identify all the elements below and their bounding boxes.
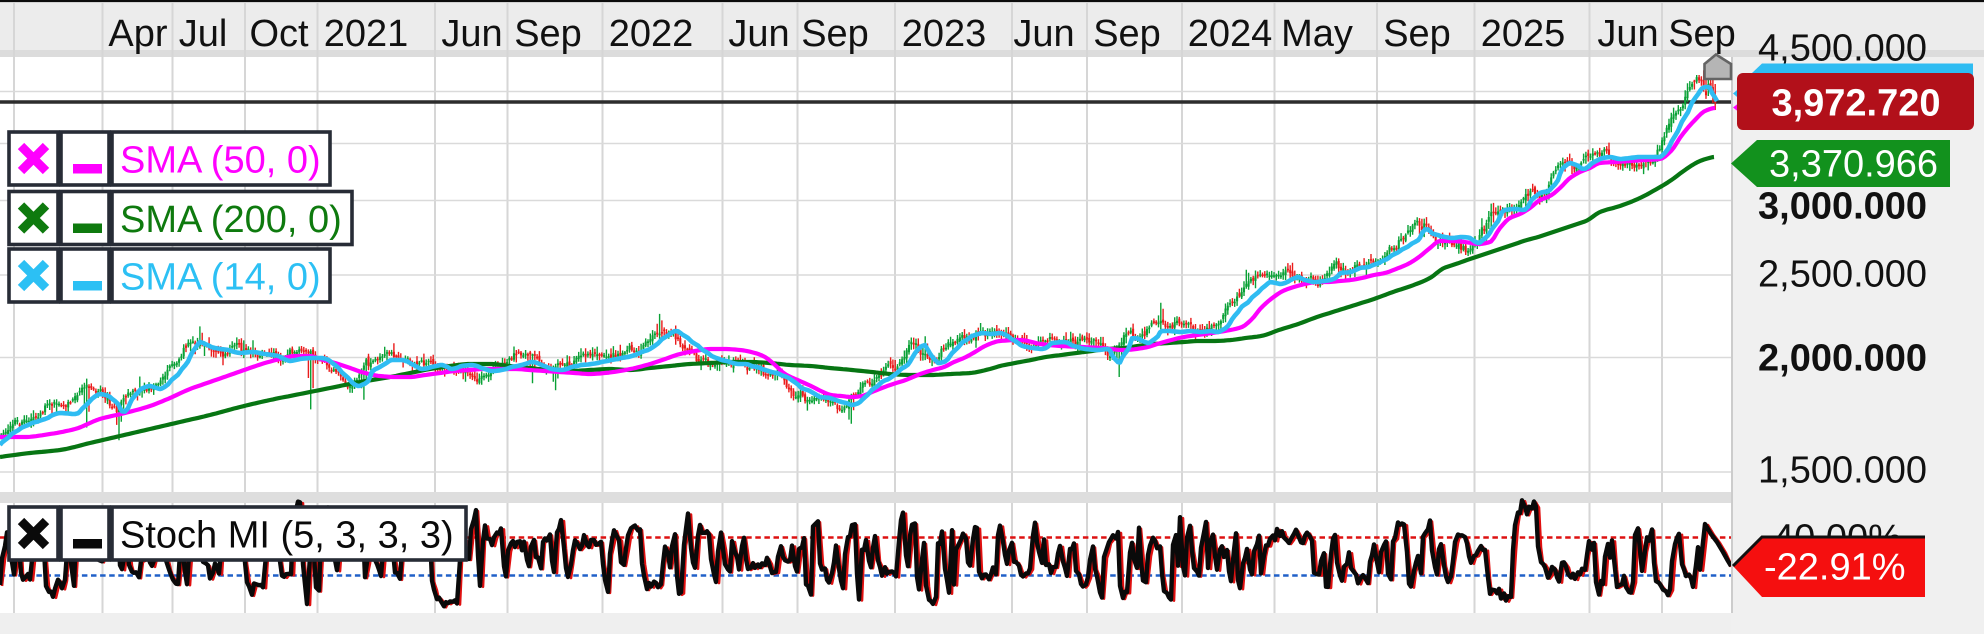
svg-text:Apr: Apr xyxy=(108,13,167,55)
svg-text:3,370.966: 3,370.966 xyxy=(1769,144,1938,186)
svg-text:Sep: Sep xyxy=(801,13,869,55)
svg-text:Sep: Sep xyxy=(1668,13,1736,55)
svg-text:2,000.000: 2,000.000 xyxy=(1758,338,1927,380)
svg-text:May: May xyxy=(1281,13,1353,55)
svg-text:2023: 2023 xyxy=(902,13,987,55)
svg-text:3,000.000: 3,000.000 xyxy=(1758,186,1927,228)
svg-text:Stoch MI (5, 3, 3, 3): Stoch MI (5, 3, 3, 3) xyxy=(120,515,454,557)
svg-text:Sep: Sep xyxy=(1093,13,1161,55)
svg-text:2025: 2025 xyxy=(1481,13,1566,55)
svg-text:Sep: Sep xyxy=(514,13,582,55)
svg-text:SMA (14, 0): SMA (14, 0) xyxy=(120,257,321,299)
svg-text:Jul: Jul xyxy=(179,13,228,55)
svg-text:1,500.000: 1,500.000 xyxy=(1758,450,1927,492)
svg-text:Sep: Sep xyxy=(1383,13,1451,55)
svg-text:3,972.720: 3,972.720 xyxy=(1771,83,1940,125)
svg-text:2,500.000: 2,500.000 xyxy=(1758,254,1927,296)
svg-text:4,500.000: 4,500.000 xyxy=(1758,28,1927,70)
svg-text:Jun: Jun xyxy=(1597,13,1658,55)
svg-text:2022: 2022 xyxy=(609,13,694,55)
svg-text:2024: 2024 xyxy=(1188,13,1273,55)
svg-text:Jun: Jun xyxy=(1013,13,1074,55)
svg-text:Oct: Oct xyxy=(249,13,309,55)
svg-text:SMA (50, 0): SMA (50, 0) xyxy=(120,140,321,182)
svg-text:-22.91%: -22.91% xyxy=(1764,547,1906,589)
svg-text:Jun: Jun xyxy=(728,13,789,55)
svg-text:Jun: Jun xyxy=(441,13,502,55)
svg-text:SMA (200, 0): SMA (200, 0) xyxy=(120,199,342,241)
svg-text:2021: 2021 xyxy=(324,13,409,55)
